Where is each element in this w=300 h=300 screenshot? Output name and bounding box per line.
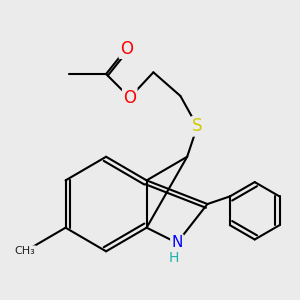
Text: S: S xyxy=(192,117,202,135)
Text: O: O xyxy=(120,40,133,58)
Text: N: N xyxy=(171,236,183,250)
Text: H: H xyxy=(169,251,179,265)
Text: CH₃: CH₃ xyxy=(15,246,35,256)
Text: O: O xyxy=(123,88,136,106)
